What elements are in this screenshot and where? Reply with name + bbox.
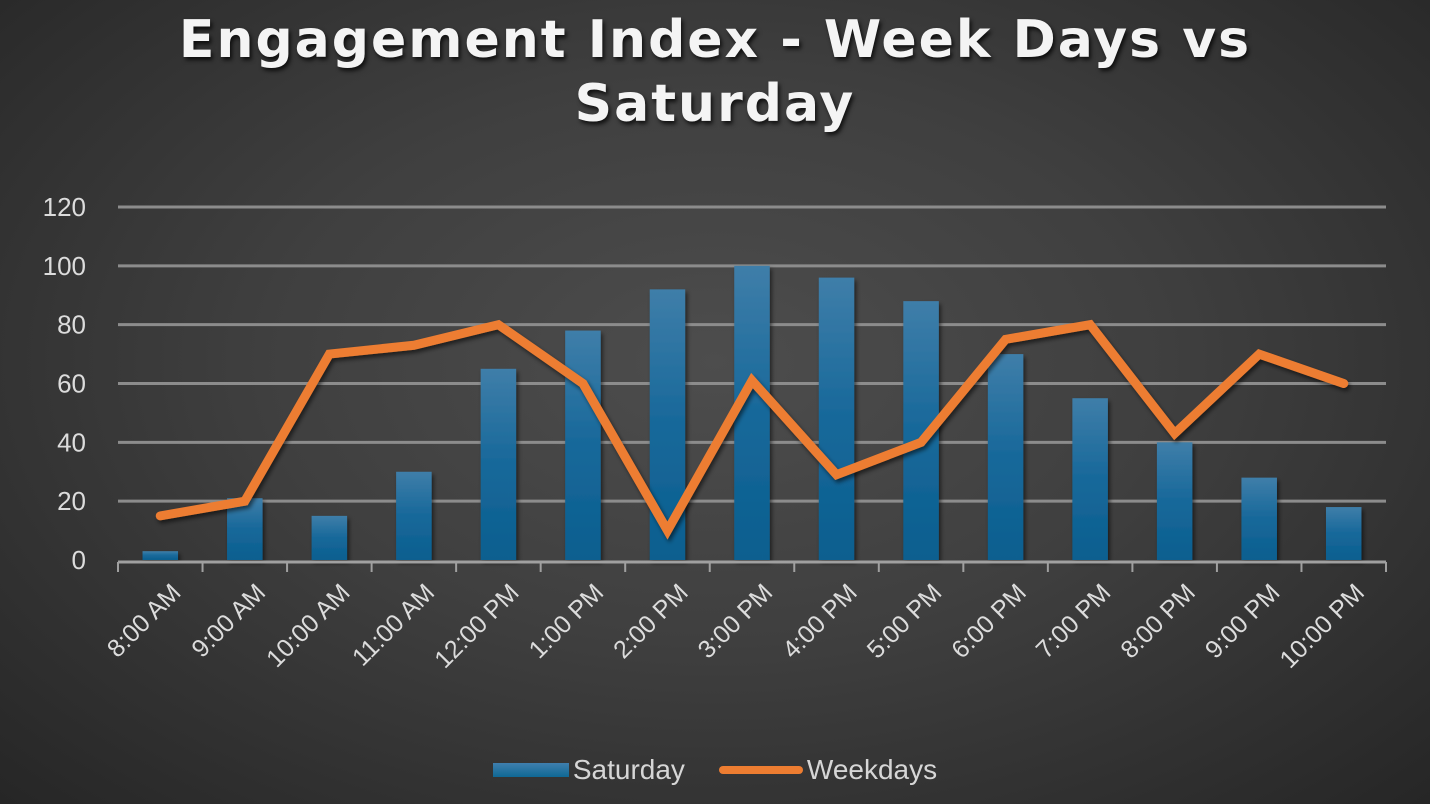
x-tick-label: 4:00 PM xyxy=(777,578,863,664)
bar-saturday[interactable] xyxy=(649,289,686,560)
y-tick-label: 0 xyxy=(72,545,86,575)
line-weekdays[interactable] xyxy=(155,319,1349,540)
x-tick-label: 11:00 AM xyxy=(347,578,440,671)
y-axis-ticks: 0 20 40 60 80 100 120 xyxy=(43,192,86,575)
x-axis xyxy=(117,560,1387,572)
x-tick-label: 1:00 PM xyxy=(524,578,610,664)
bar-saturday[interactable] xyxy=(565,330,601,560)
x-tick-label: 3:00 PM xyxy=(693,578,779,664)
bar-saturday[interactable] xyxy=(1241,477,1277,560)
x-tick-label: 9:00 AM xyxy=(186,578,271,663)
x-tick-label: 6:00 PM xyxy=(946,578,1032,664)
weekdays-line xyxy=(155,319,1349,540)
y-tick-label: 120 xyxy=(43,192,86,222)
y-tick-label: 100 xyxy=(43,251,86,281)
y-tick-label: 20 xyxy=(57,486,86,516)
y-tick-label: 40 xyxy=(57,427,86,457)
bar-saturday[interactable] xyxy=(818,277,855,560)
bar-saturday[interactable] xyxy=(311,515,348,560)
bar-saturday[interactable] xyxy=(734,265,770,560)
bar-saturday[interactable] xyxy=(1156,442,1193,560)
legend-item-weekdays[interactable]: Weekdays xyxy=(718,754,938,786)
chart-title: Engagement Index - Week Days vs Saturday xyxy=(0,8,1430,136)
saturday-swatch-icon xyxy=(492,763,569,777)
weekdays-swatch-icon xyxy=(718,766,803,774)
x-tick-label: 7:00 PM xyxy=(1031,578,1117,664)
chart-title-line-2: Saturday xyxy=(574,74,856,134)
legend-label-weekdays: Weekdays xyxy=(806,754,938,785)
x-tick-label: 9:00 PM xyxy=(1200,578,1286,664)
legend-label-saturday: Saturday xyxy=(572,754,685,785)
x-tick-label: 10:00 AM xyxy=(261,578,355,672)
bar-saturday[interactable] xyxy=(1072,398,1108,560)
x-tick-label: 2:00 PM xyxy=(608,578,694,664)
x-tick-label: 10:00 PM xyxy=(1275,578,1370,673)
bar-saturday[interactable] xyxy=(987,354,1024,560)
bar-saturday[interactable] xyxy=(1325,507,1362,560)
x-tick-label: 8:00 PM xyxy=(1115,578,1201,664)
y-tick-label: 60 xyxy=(57,369,86,399)
legend-item-saturday[interactable]: Saturday xyxy=(492,754,685,786)
x-tick-label: 5:00 PM xyxy=(862,578,948,664)
bar-saturday[interactable] xyxy=(480,368,517,560)
chart-title-line-1: Engagement Index - Week Days vs xyxy=(178,10,1252,70)
x-tick-label: 12:00 PM xyxy=(429,578,524,673)
bar-saturday[interactable] xyxy=(227,498,263,560)
saturday-bars xyxy=(142,265,1362,560)
bar-saturday[interactable] xyxy=(142,551,179,560)
x-tick-label: 8:00 AM xyxy=(102,578,187,663)
bar-saturday[interactable] xyxy=(396,471,432,560)
legend: Saturday Weekdays xyxy=(0,754,1430,786)
y-tick-label: 80 xyxy=(57,310,86,340)
